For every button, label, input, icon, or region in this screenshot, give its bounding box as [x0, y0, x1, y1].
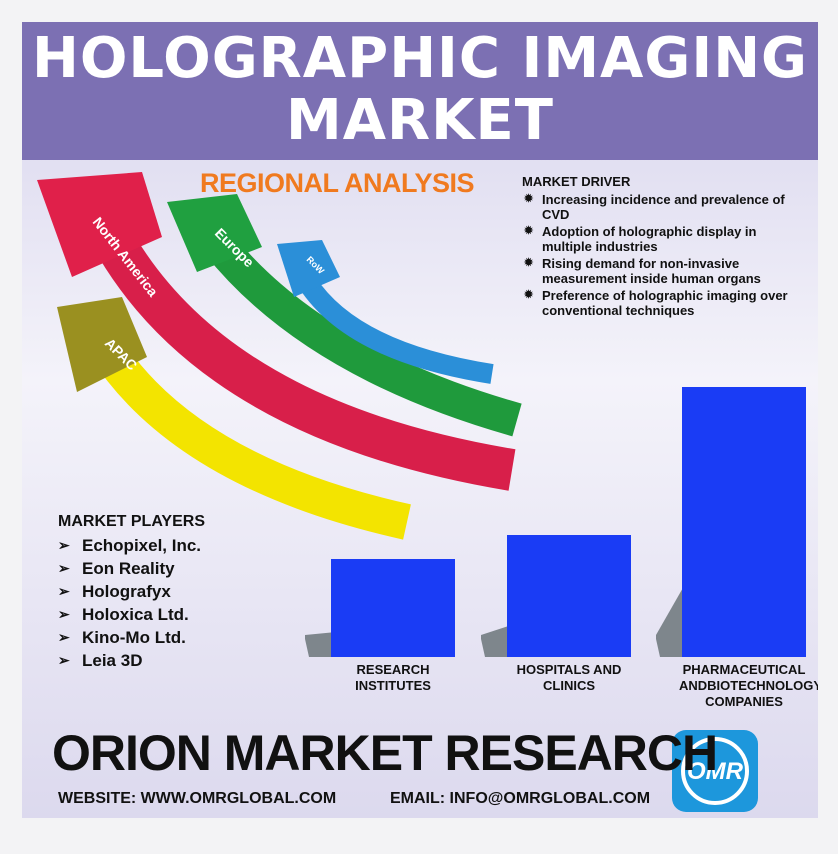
player-item: Eon Reality	[58, 557, 308, 580]
email: EMAIL: INFO@OMRGLOBAL.COM	[390, 790, 651, 807]
driver-list: Increasing incidence and prevalence of C…	[524, 192, 802, 320]
logo-text: OMR	[687, 758, 744, 785]
arrow-north-america	[98, 236, 516, 491]
section-title: MARKET PLAYERS	[58, 513, 205, 530]
driver-item: Adoption of holographic display in multi…	[524, 224, 802, 254]
player-item: Echopixel, Inc.	[58, 534, 308, 557]
player-item: Kino-Mo Ltd.	[58, 626, 308, 649]
player-item: Holoxica Ltd.	[58, 603, 308, 626]
category-label: RESEARCH INSTITUTES	[355, 662, 431, 693]
bar-shadow	[656, 589, 682, 657]
player-item: Leia 3D	[58, 649, 308, 672]
arrow-head	[277, 240, 340, 297]
player-item: Holografyx	[58, 580, 308, 603]
header: HOLOGRAPHIC IMAGING MARKET	[22, 22, 818, 160]
section-title: MARKET DRIVER	[522, 174, 631, 189]
arrow-head	[37, 172, 162, 277]
player-list: Echopixel, Inc.Eon RealityHolografyxHolo…	[58, 534, 308, 672]
bar	[682, 387, 806, 657]
logo	[672, 730, 758, 812]
bar-shadow	[305, 632, 331, 657]
arrow-head	[57, 297, 147, 392]
driver-item: Rising demand for non-invasive measureme…	[524, 256, 802, 286]
title-line: HOLOGRAPHIC IMAGING	[31, 26, 809, 91]
infographic: HOLOGRAPHIC IMAGING MARKET North America…	[22, 22, 818, 818]
bar	[507, 535, 631, 657]
title-line: MARKET	[285, 88, 555, 153]
bar	[331, 559, 455, 657]
category-label: HOSPITALS AND CLINICS	[516, 662, 622, 693]
arrow-head	[167, 194, 262, 272]
bars	[305, 387, 806, 657]
graphics: North America Europe RoW APAC OMR	[37, 172, 806, 812]
driver-item: Preference of holographic imaging over c…	[524, 288, 802, 318]
arrow-apac	[86, 332, 411, 540]
category-label: PHARMACEUTICAL ANDBIOTECHNOLOGY COMPANIE…	[679, 662, 818, 709]
logo-ring	[681, 737, 749, 805]
brand: ORION MARKET RESEARCH	[52, 725, 718, 781]
arrow-europe	[203, 231, 522, 437]
website: WEBSITE: WWW.OMRGLOBAL.COM	[58, 790, 337, 807]
bar-shadow	[481, 626, 507, 657]
driver-item: Increasing incidence and prevalence of C…	[524, 192, 802, 222]
arrow-row	[298, 276, 494, 384]
section-title: REGIONAL ANALYSIS	[200, 168, 475, 198]
arrows	[37, 172, 522, 540]
